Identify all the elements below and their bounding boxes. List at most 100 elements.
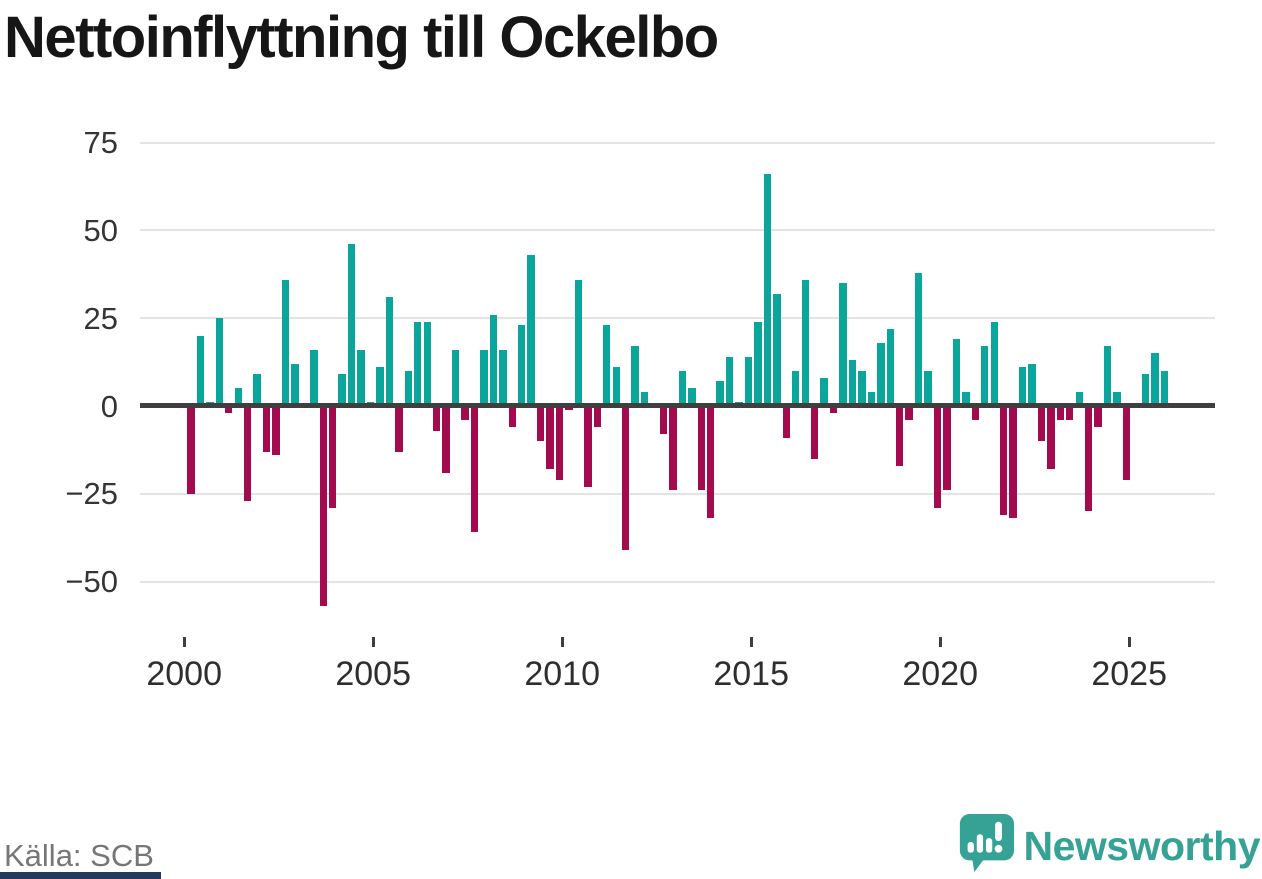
- x-axis-tick-mark: [560, 637, 564, 647]
- bar-negative: [262, 406, 271, 452]
- bar-positive: [347, 244, 356, 406]
- bar-positive: [499, 349, 507, 406]
- bar-positive: [376, 367, 384, 406]
- bar-negative: [442, 406, 450, 473]
- bar-negative: [810, 406, 819, 459]
- bar-negative: [896, 406, 904, 466]
- gridline: [140, 229, 1215, 232]
- bar-positive: [631, 346, 639, 406]
- chart-title: Nettoinflyttning till Ockelbo: [4, 5, 719, 70]
- bar-negative: [905, 406, 913, 421]
- newsworthy-wordmark: Newsworthy: [1023, 822, 1261, 869]
- bar-positive: [877, 342, 885, 406]
- x-axis-line: [140, 403, 1215, 408]
- bar-positive: [253, 374, 261, 406]
- bar-negative: [584, 406, 592, 487]
- bar-negative: [243, 406, 252, 501]
- bar-positive: [603, 325, 611, 406]
- bar-negative: [329, 406, 337, 508]
- bar-positive: [215, 318, 224, 406]
- bar-negative: [659, 406, 668, 435]
- bar-positive: [886, 328, 894, 406]
- bar-positive: [518, 325, 526, 406]
- y-axis-tick-label: 25: [83, 300, 118, 336]
- bar-negative: [933, 406, 942, 508]
- bar-positive: [310, 349, 318, 406]
- bottom-accent-strip: [0, 872, 161, 879]
- bar-positive: [858, 370, 866, 406]
- bar-negative: [187, 406, 195, 494]
- bar-positive: [688, 388, 696, 406]
- gridline: [140, 492, 1215, 495]
- gridline: [140, 141, 1215, 144]
- bar-positive: [952, 339, 961, 406]
- bar-positive: [1028, 363, 1036, 406]
- y-axis-tick-label: 75: [83, 125, 118, 161]
- bar-negative: [1047, 406, 1055, 470]
- bar-positive: [574, 279, 583, 406]
- source-caption: Källa: SCB: [4, 838, 154, 873]
- bar-positive: [848, 360, 857, 406]
- bar-negative: [546, 406, 554, 470]
- bar-positive: [489, 314, 498, 406]
- bar-positive: [234, 388, 242, 406]
- bar-positive: [820, 377, 828, 406]
- bar-negative: [1066, 406, 1074, 421]
- bar-positive: [716, 381, 724, 406]
- bar-positive: [404, 370, 413, 406]
- bar-negative: [555, 406, 564, 480]
- bar-positive: [725, 356, 734, 406]
- bar-negative: [943, 406, 951, 491]
- x-axis-tick-label: 2015: [713, 655, 789, 693]
- bar-positive: [990, 321, 998, 406]
- bar-negative: [829, 406, 838, 414]
- bar-negative: [319, 406, 327, 607]
- bar-negative: [1085, 406, 1093, 512]
- bar-positive: [754, 321, 762, 406]
- bar-negative: [225, 406, 233, 414]
- y-axis-tick-label: 0: [100, 388, 118, 424]
- bar-negative: [1037, 406, 1046, 442]
- bar-positive: [1113, 391, 1121, 406]
- bar-negative: [395, 406, 403, 452]
- gridline: [140, 317, 1215, 320]
- x-axis-tick-label: 2020: [902, 655, 978, 693]
- bar-negative: [621, 406, 630, 550]
- bar-positive: [744, 356, 753, 406]
- bar-negative: [971, 406, 979, 421]
- x-axis-tick-label: 2000: [146, 655, 222, 693]
- bar-positive: [640, 391, 649, 406]
- y-axis-tick-label: −50: [65, 564, 118, 600]
- bar-positive: [612, 367, 620, 406]
- bar-positive: [291, 363, 299, 406]
- bar-positive: [792, 370, 800, 406]
- bar-positive: [1160, 370, 1168, 406]
- newsworthy-logo-icon: [956, 812, 1014, 879]
- bar-positive: [1018, 367, 1027, 406]
- bar-negative: [593, 406, 602, 428]
- bar-positive: [1103, 346, 1112, 406]
- bar-positive: [414, 321, 422, 406]
- bar-positive: [480, 349, 488, 406]
- bar-positive: [981, 346, 989, 406]
- newsworthy-logo: Newsworthy: [956, 812, 1261, 879]
- bar-positive: [357, 349, 365, 406]
- bar-positive: [962, 391, 970, 406]
- bar-positive: [385, 297, 394, 406]
- bar-positive: [867, 391, 876, 406]
- x-axis-tick-mark: [749, 637, 753, 647]
- bar-positive: [924, 370, 932, 406]
- bar-positive: [1141, 374, 1150, 406]
- x-axis-tick-mark: [1127, 637, 1131, 647]
- bar-positive: [773, 293, 781, 406]
- bar-positive: [451, 349, 460, 406]
- bar-negative: [1009, 406, 1017, 519]
- bar-positive: [196, 335, 205, 406]
- bar-negative: [461, 406, 469, 421]
- bar-negative: [782, 406, 790, 438]
- bar-positive: [1151, 353, 1159, 406]
- bar-negative: [999, 406, 1008, 515]
- bar-positive: [1075, 391, 1083, 406]
- bar-negative: [1056, 406, 1065, 421]
